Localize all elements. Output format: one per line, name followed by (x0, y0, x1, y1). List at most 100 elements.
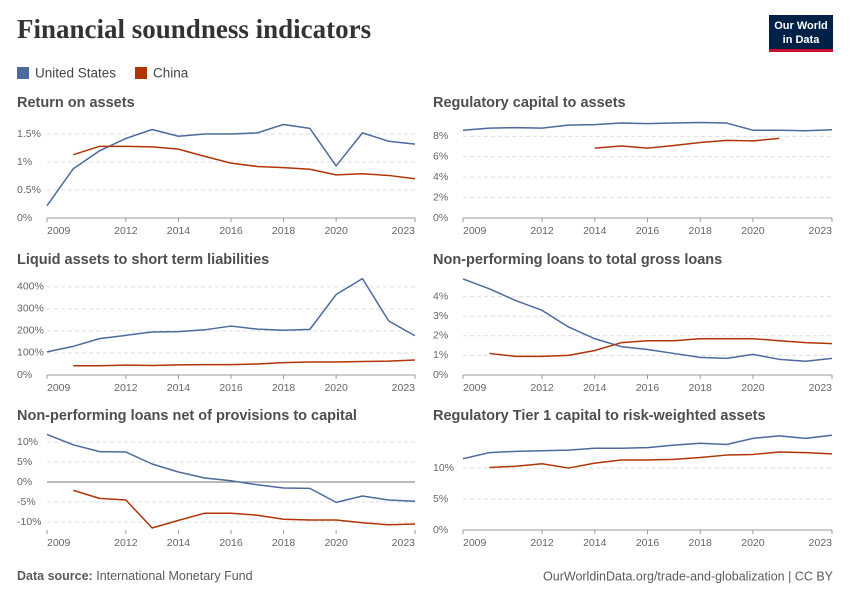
y-tick-label: 2% (433, 191, 448, 203)
y-tick-label: 400% (17, 281, 44, 293)
source-name: International Monetary Fund (96, 569, 252, 583)
x-tick-label: 2014 (167, 382, 191, 394)
x-tick-label: 2018 (689, 537, 713, 549)
x-tick-label: 2023 (392, 537, 416, 549)
series-line (594, 137, 780, 149)
x-tick-label: 2016 (636, 537, 660, 549)
x-tick-label: 2023 (392, 225, 416, 237)
x-tick-label: 2014 (583, 537, 607, 549)
series-line (46, 433, 416, 504)
series-line (73, 145, 416, 180)
panel: Regulatory capital to assets 0% 2% 4% 6% 8% 20… (433, 95, 833, 237)
x-tick-label: 2023 (809, 225, 833, 237)
x-tick-label: 2018 (272, 537, 296, 549)
panel-title: Liquid assets to short term liabilities (17, 252, 269, 268)
series-line (489, 451, 833, 469)
x-tick-label: 2012 (530, 537, 554, 549)
y-tick-label: 4% (433, 290, 448, 302)
y-tick-label: 5% (17, 456, 32, 468)
y-tick-label: 4% (433, 171, 448, 183)
x-tick-label: 2018 (272, 382, 296, 394)
x-tick-label: 2012 (114, 382, 138, 394)
y-tick-label: 3% (433, 310, 448, 322)
x-tick-label: 2020 (741, 382, 765, 394)
y-tick-label: 1% (433, 349, 448, 361)
y-tick-label: -5% (17, 496, 36, 508)
y-tick-label: 5% (433, 493, 448, 505)
legend-swatch (135, 67, 147, 79)
x-tick-label: 2009 (47, 225, 71, 237)
x-tick-label: 2012 (530, 382, 554, 394)
x-tick-label: 2020 (741, 537, 765, 549)
y-tick-label: 1% (17, 156, 32, 168)
series-line (73, 489, 416, 529)
series-line (462, 434, 833, 460)
legend: United States China (17, 66, 189, 81)
y-tick-label: -10% (17, 516, 42, 528)
legend-label: China (153, 66, 189, 81)
x-tick-label: 2012 (114, 537, 138, 549)
y-tick-label: 300% (17, 303, 44, 315)
x-tick-label: 2018 (689, 382, 713, 394)
legend-label: United States (35, 66, 116, 81)
panel-title: Non-performing loans to total gross loan… (433, 252, 722, 268)
x-tick-label: 2016 (219, 225, 243, 237)
logo: Our World in Data (769, 15, 833, 52)
series-line (489, 338, 833, 358)
page-title: Financial soundness indicators (17, 14, 371, 44)
series-line (46, 277, 416, 353)
panel-title: Regulatory capital to assets (433, 95, 626, 111)
y-tick-label: 0% (17, 476, 32, 488)
x-tick-label: 2016 (636, 225, 660, 237)
x-tick-label: 2020 (324, 537, 348, 549)
y-tick-label: 100% (17, 347, 44, 359)
x-tick-label: 2009 (463, 382, 487, 394)
y-tick-label: 1.5% (17, 128, 41, 140)
y-tick-label: 10% (433, 462, 454, 474)
series-line (46, 123, 416, 207)
x-tick-label: 2018 (272, 225, 296, 237)
x-tick-label: 2012 (530, 225, 554, 237)
x-tick-label: 2009 (47, 537, 71, 549)
legend-swatch (17, 67, 29, 79)
panel: Regulatory Tier 1 capital to risk-weight… (433, 408, 833, 549)
x-tick-label: 2009 (463, 225, 487, 237)
logo-text: Our World (774, 20, 828, 32)
x-tick-label: 2023 (392, 382, 416, 394)
x-tick-label: 2018 (689, 225, 713, 237)
logo-underline (769, 49, 833, 52)
source: Data source: International Monetary Fund (17, 569, 253, 583)
source-label: Data source: (17, 569, 93, 583)
x-tick-label: 2023 (809, 382, 833, 394)
panel: Non-performing loans to total gross loan… (433, 252, 833, 394)
x-tick-label: 2014 (583, 225, 607, 237)
x-tick-label: 2020 (324, 225, 348, 237)
url-license: OurWorldinData.org/trade-and-globalizati… (543, 569, 834, 583)
y-tick-label: 2% (433, 330, 448, 342)
y-tick-label: 0% (433, 524, 448, 536)
y-tick-label: 0% (17, 212, 32, 224)
panel: Non-performing loans net of provisions t… (17, 408, 416, 549)
x-tick-label: 2020 (741, 225, 765, 237)
panel-title: Return on assets (17, 95, 135, 111)
panel-title: Regulatory Tier 1 capital to risk-weight… (433, 408, 766, 424)
y-tick-label: 0% (17, 369, 32, 381)
x-tick-label: 2016 (636, 382, 660, 394)
series-line (73, 359, 416, 367)
x-tick-label: 2020 (324, 382, 348, 394)
y-tick-label: 10% (17, 436, 38, 448)
panel: Liquid assets to short term liabilities 0… (17, 252, 416, 394)
x-tick-label: 2009 (47, 382, 71, 394)
y-tick-label: 200% (17, 325, 44, 337)
y-tick-label: 8% (433, 130, 448, 142)
x-tick-label: 2014 (167, 225, 191, 237)
x-tick-label: 2012 (114, 225, 138, 237)
panel: Return on assets 0% 0.5% 1% 1.5% 2009 2012 2014… (17, 95, 416, 237)
series-line (462, 121, 833, 132)
x-tick-label: 2023 (809, 537, 833, 549)
x-tick-label: 2014 (167, 537, 191, 549)
x-tick-label: 2016 (219, 382, 243, 394)
y-tick-label: 0.5% (17, 184, 41, 196)
y-tick-label: 6% (433, 151, 448, 163)
